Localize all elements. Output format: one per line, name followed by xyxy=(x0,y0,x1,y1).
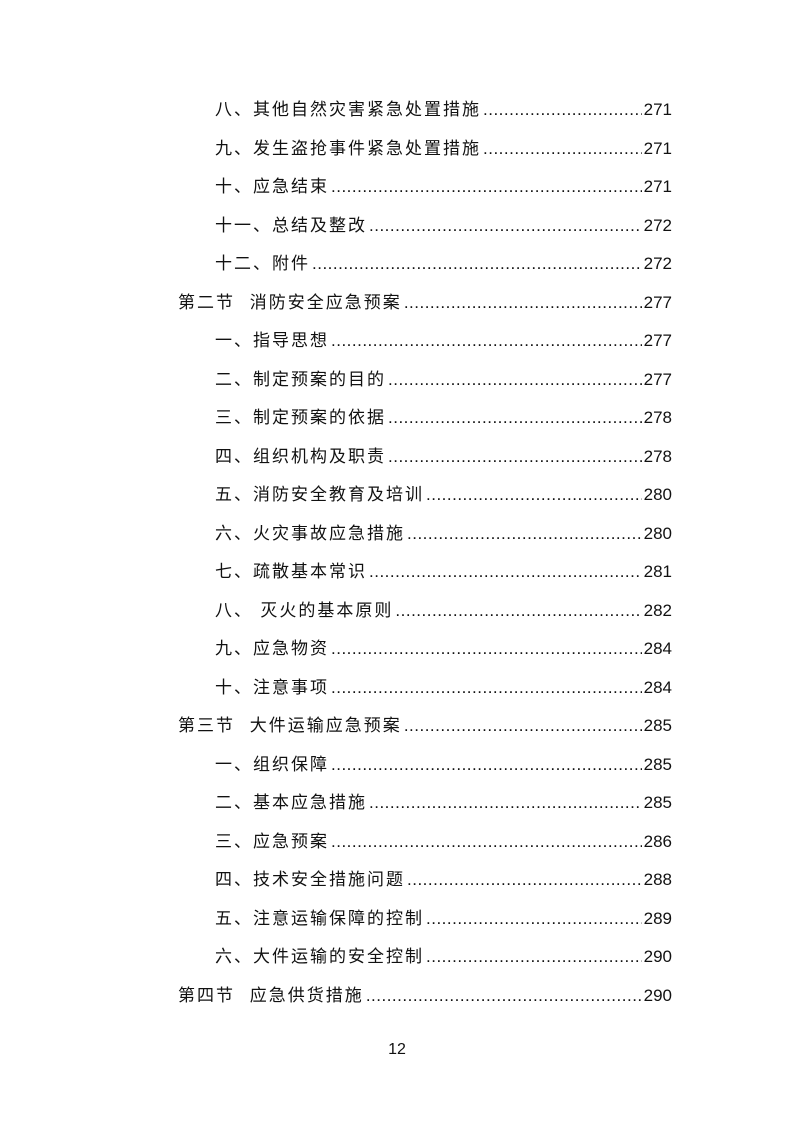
dot-leader xyxy=(407,867,642,893)
toc-entry-page: 290 xyxy=(643,947,672,966)
toc-entry-title: 三、应急预案 xyxy=(215,831,329,852)
dot-leader xyxy=(404,713,642,739)
toc-entry-title: 十二、附件 xyxy=(215,254,310,274)
toc-entry[interactable]: 四、技术安全措施问题 288 xyxy=(215,867,672,893)
toc-entry-title: 第二节 消防安全应急预案 xyxy=(178,292,402,313)
toc-entry[interactable]: 十一、总结及整改 272 xyxy=(215,213,672,239)
toc-entry-title: 二、基本应急措施 xyxy=(215,793,367,813)
toc-entry-title: 三、制定预案的依据 xyxy=(215,408,386,428)
toc-entry[interactable]: 三、应急预案 286 xyxy=(215,829,672,855)
toc-entry[interactable]: 一、指导思想 277 xyxy=(215,328,672,354)
toc-entry[interactable]: 二、基本应急措施 285 xyxy=(215,790,672,816)
toc-entry-page: 280 xyxy=(643,485,672,504)
toc-entry-title: 四、组织机构及职责 xyxy=(215,446,386,467)
toc-entry-page: 284 xyxy=(643,677,672,697)
toc-entry[interactable]: 九、应急物资 284 xyxy=(215,636,672,662)
toc-entry-title: 七、疏散基本常识 xyxy=(215,562,367,582)
dot-leader xyxy=(388,444,642,470)
dot-leader xyxy=(366,983,642,1009)
toc-entry-title: 一、指导思想 xyxy=(215,331,329,351)
dot-leader xyxy=(331,328,642,354)
dot-leader xyxy=(395,598,641,624)
dot-leader xyxy=(426,482,642,508)
toc-entry-title: 八、 灭火的基本原则 xyxy=(215,600,394,621)
page-number: 12 xyxy=(388,1041,406,1058)
toc-entry[interactable]: 四、组织机构及职责 278 xyxy=(215,444,672,470)
toc-entry-page: 278 xyxy=(643,408,672,427)
dot-leader xyxy=(331,174,642,200)
toc-entry[interactable]: 二、制定预案的目的 277 xyxy=(215,367,672,393)
dot-leader xyxy=(331,675,642,701)
toc-entry-page: 285 xyxy=(643,754,672,774)
toc-entry[interactable]: 一、组织保障 285 xyxy=(215,752,672,778)
toc-entry[interactable]: 七、疏散基本常识 281 xyxy=(215,559,672,585)
toc-entry-page: 277 xyxy=(643,369,672,389)
dot-leader xyxy=(369,559,642,585)
toc-entry-page: 289 xyxy=(643,908,672,928)
dot-leader xyxy=(483,136,642,162)
toc-entry[interactable]: 第四节 应急供货措施 290 xyxy=(178,983,672,1009)
toc-entry-title: 四、技术安全措施问题 xyxy=(215,870,405,890)
toc-entry-title: 第三节 大件运输应急预案 xyxy=(178,716,402,736)
toc-entry[interactable]: 八、 灭火的基本原则 282 xyxy=(215,598,672,624)
toc-entry-page: 290 xyxy=(643,985,672,1005)
toc-entry-title: 九、发生盗抢事件紧急处置措施 xyxy=(215,138,481,159)
toc-entry-page: 285 xyxy=(643,793,672,812)
toc-entry-page: 281 xyxy=(643,562,672,581)
toc-entry-title: 五、注意运输保障的控制 xyxy=(215,908,424,929)
toc-entry[interactable]: 五、注意运输保障的控制 289 xyxy=(215,906,672,932)
toc-entry-page: 277 xyxy=(643,331,672,350)
dot-leader xyxy=(331,636,642,662)
dot-leader xyxy=(404,290,642,316)
dot-leader xyxy=(312,251,642,277)
toc-entry-title: 二、制定预案的目的 xyxy=(215,369,386,390)
toc-entry-page: 280 xyxy=(643,523,672,543)
dot-leader xyxy=(369,213,642,239)
toc-entry-page: 272 xyxy=(643,215,672,235)
toc-entry-title: 八、其他自然灾害紧急处置措施 xyxy=(215,100,481,120)
toc-entry[interactable]: 第二节 消防安全应急预案 277 xyxy=(178,290,672,316)
toc-entry-title: 一、组织保障 xyxy=(215,754,329,775)
toc-entry-page: 284 xyxy=(643,639,672,658)
toc-entry-page: 285 xyxy=(643,716,672,735)
toc-entry-page: 286 xyxy=(643,831,672,851)
toc-entry-page: 282 xyxy=(643,600,672,620)
toc-entry[interactable]: 十、应急结束 271 xyxy=(215,174,672,200)
toc-entry-title: 五、消防安全教育及培训 xyxy=(215,485,424,505)
dot-leader xyxy=(388,405,642,431)
toc-entry-page: 277 xyxy=(643,292,672,312)
dot-leader xyxy=(483,97,642,123)
toc-entry-title: 十一、总结及整改 xyxy=(215,215,367,236)
toc-entry[interactable]: 十二、附件 272 xyxy=(215,251,672,277)
toc-entry-title: 十、应急结束 xyxy=(215,177,329,197)
toc-entry-page: 278 xyxy=(643,446,672,466)
toc-entry-title: 六、火灾事故应急措施 xyxy=(215,523,405,544)
toc-entry[interactable]: 第三节 大件运输应急预案 285 xyxy=(178,713,672,739)
toc-entry-page: 288 xyxy=(643,870,672,889)
toc-entry[interactable]: 六、火灾事故应急措施 280 xyxy=(215,521,672,547)
toc-entry-title: 九、应急物资 xyxy=(215,639,329,659)
toc-entry-page: 271 xyxy=(643,177,672,196)
toc-entry-page: 271 xyxy=(643,100,672,119)
toc-entry[interactable]: 十、注意事项 284 xyxy=(215,675,672,701)
dot-leader xyxy=(331,752,642,778)
toc-entry-page: 271 xyxy=(643,138,672,158)
dot-leader xyxy=(407,521,642,547)
toc-entry[interactable]: 五、消防安全教育及培训 280 xyxy=(215,482,672,508)
dot-leader xyxy=(331,829,642,855)
toc-entry[interactable]: 六、大件运输的安全控制 290 xyxy=(215,944,672,970)
toc-entry-title: 十、注意事项 xyxy=(215,677,329,698)
dot-leader xyxy=(426,944,642,970)
toc-entry[interactable]: 八、其他自然灾害紧急处置措施 271 xyxy=(215,97,672,123)
toc-entry-title: 第四节 应急供货措施 xyxy=(178,985,364,1006)
dot-leader xyxy=(369,790,642,816)
toc-entry[interactable]: 三、制定预案的依据 278 xyxy=(215,405,672,431)
toc-entry-title: 六、大件运输的安全控制 xyxy=(215,947,424,967)
dot-leader xyxy=(388,367,642,393)
toc-entry[interactable]: 九、发生盗抢事件紧急处置措施 271 xyxy=(215,136,672,162)
dot-leader xyxy=(426,906,642,932)
toc-entry-page: 272 xyxy=(643,254,672,273)
